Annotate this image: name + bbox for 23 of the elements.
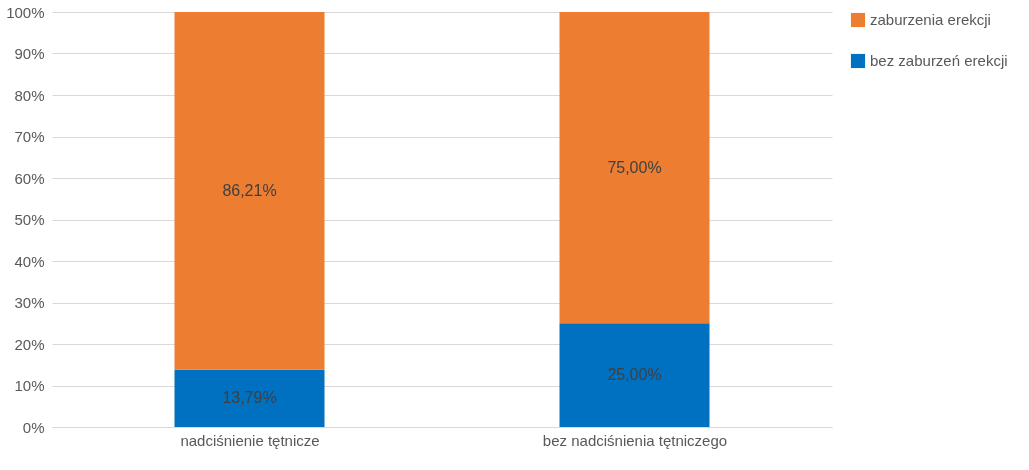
y-tick-label: 0% <box>22 418 45 436</box>
y-tick-label: 30% <box>14 294 45 311</box>
bar <box>174 369 325 427</box>
x-tick-label: nadciśnienie tętnicze <box>180 431 320 449</box>
y-tick-label: 70% <box>14 128 45 145</box>
y-tick-label: 20% <box>14 335 45 353</box>
y-tick-label: 40% <box>14 252 45 270</box>
y-tick-label: 80% <box>14 86 45 104</box>
y-tick-label: 100% <box>6 3 45 21</box>
x-tick-label: bez nadciśnienia tętniczego <box>542 431 728 449</box>
y-tick-label: 90% <box>14 45 45 62</box>
data-label: 75,00% <box>607 158 662 176</box>
legend-label: zaburzenia erekcji <box>870 11 991 28</box>
bar <box>559 323 710 427</box>
data-label: 86,21% <box>222 181 277 199</box>
data-label: 13,79% <box>222 389 277 407</box>
bar <box>174 12 325 370</box>
bar <box>559 12 710 324</box>
y-tick-label: 10% <box>14 377 45 394</box>
y-tick-label: 50% <box>14 211 45 228</box>
legend-label: bez zaburzeń erekcji <box>870 52 1008 69</box>
y-tick-label: 60% <box>14 169 45 187</box>
data-label: 25,00% <box>607 366 662 384</box>
